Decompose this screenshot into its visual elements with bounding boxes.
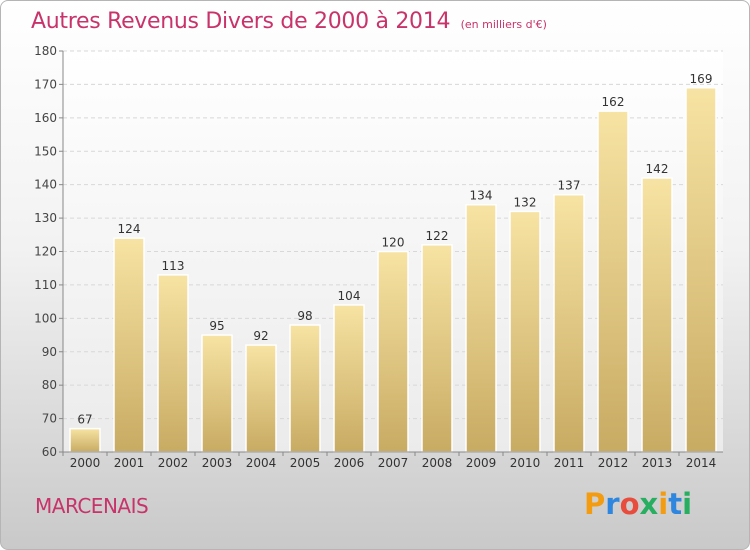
y-tick-label: 160 — [34, 111, 57, 125]
data-label: 137 — [558, 179, 581, 193]
y-tick-label: 70 — [42, 412, 57, 426]
y-tick-label: 110 — [34, 278, 57, 292]
x-tick-label: 2005 — [290, 456, 321, 470]
bar-2008 — [421, 244, 453, 453]
logo-letter: r — [605, 487, 620, 521]
logo-letter: t — [668, 487, 683, 521]
x-tick-label: 2008 — [422, 456, 453, 470]
data-label: 120 — [382, 236, 405, 250]
data-label: 95 — [209, 319, 224, 333]
x-tick-label: 2010 — [510, 456, 541, 470]
data-label: 104 — [338, 289, 361, 303]
bar-2014 — [685, 87, 717, 453]
y-tick-label: 80 — [42, 378, 57, 392]
bar-2000 — [69, 427, 101, 453]
x-tick-label: 2003 — [202, 456, 233, 470]
y-tick-label: 120 — [34, 245, 57, 259]
data-label: 122 — [426, 229, 449, 243]
bar-2011 — [553, 193, 585, 453]
bar-2007 — [377, 250, 409, 453]
y-tick-label: 180 — [34, 44, 57, 58]
title-row: Autres Revenus Divers de 2000 à 2014 (en… — [31, 9, 547, 34]
x-tick-label: 2006 — [334, 456, 365, 470]
x-tick-label: 2002 — [158, 456, 189, 470]
chart-subtitle: (en milliers d'€) — [460, 18, 547, 31]
data-label: 92 — [253, 329, 268, 343]
bar-2005 — [289, 324, 321, 453]
data-label: 162 — [602, 95, 625, 109]
bar-2013 — [641, 177, 673, 453]
data-label: 124 — [118, 222, 141, 236]
bar-2009 — [465, 203, 497, 453]
chart-title: Autres Revenus Divers de 2000 à 2014 — [31, 9, 451, 34]
data-label: 132 — [514, 195, 537, 209]
data-label: 134 — [470, 189, 493, 203]
bar-2004 — [245, 344, 277, 453]
x-tick-label: 2004 — [246, 456, 277, 470]
bar-2010 — [509, 210, 541, 453]
y-tick-label: 130 — [34, 211, 57, 225]
y-tick-label: 90 — [42, 345, 57, 359]
data-label: 113 — [162, 259, 185, 273]
x-tick-label: 2007 — [378, 456, 409, 470]
bar-2002 — [157, 274, 189, 453]
bar-2001 — [113, 237, 145, 453]
x-tick-label: 2013 — [642, 456, 673, 470]
y-tick-label: 140 — [34, 178, 57, 192]
x-tick-label: 2014 — [686, 456, 717, 470]
logo-letter: x — [639, 487, 659, 521]
bar-2006 — [333, 304, 365, 453]
x-tick-label: 2001 — [114, 456, 145, 470]
logo-letter: P — [584, 487, 606, 521]
bar-2003 — [201, 334, 233, 453]
logo-letter: o — [619, 487, 640, 521]
data-label: 169 — [690, 72, 713, 86]
data-label: 98 — [297, 309, 312, 323]
x-tick-label: 2000 — [70, 456, 101, 470]
x-tick-label: 2012 — [598, 456, 629, 470]
y-tick-label: 170 — [34, 77, 57, 91]
proxiti-logo: Proxiti — [584, 487, 692, 521]
y-tick-label: 100 — [34, 311, 57, 325]
data-label: 142 — [646, 162, 669, 176]
logo-letter: i — [682, 487, 693, 521]
bar-2012 — [597, 110, 629, 453]
y-tick-label: 60 — [42, 445, 57, 459]
x-tick-label: 2011 — [554, 456, 585, 470]
city-name: MARCENAIS — [35, 494, 149, 518]
x-tick-label: 2009 — [466, 456, 497, 470]
y-tick-label: 150 — [34, 144, 57, 158]
logo-letter: i — [658, 487, 669, 521]
data-label: 67 — [77, 413, 92, 427]
